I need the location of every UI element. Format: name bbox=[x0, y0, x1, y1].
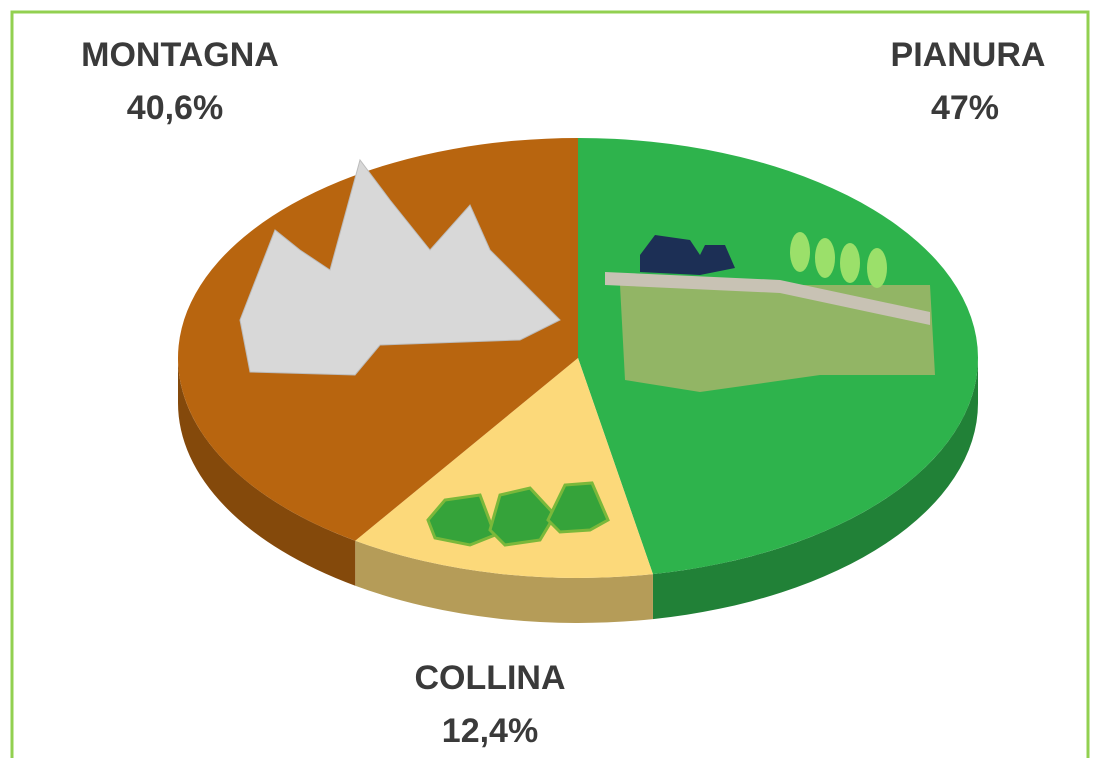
slice-label: MONTAGNA bbox=[81, 36, 279, 74]
slice-label: COLLINA bbox=[414, 659, 565, 697]
slice-label: PIANURA bbox=[891, 36, 1046, 74]
slice-value: 47% bbox=[931, 89, 999, 127]
chart: PIANURA 47% COLLINA 12,4% MONTAGNA 40,6% bbox=[0, 0, 1094, 758]
slice-value: 40,6% bbox=[127, 89, 223, 127]
slice-value: 12,4% bbox=[442, 712, 538, 750]
